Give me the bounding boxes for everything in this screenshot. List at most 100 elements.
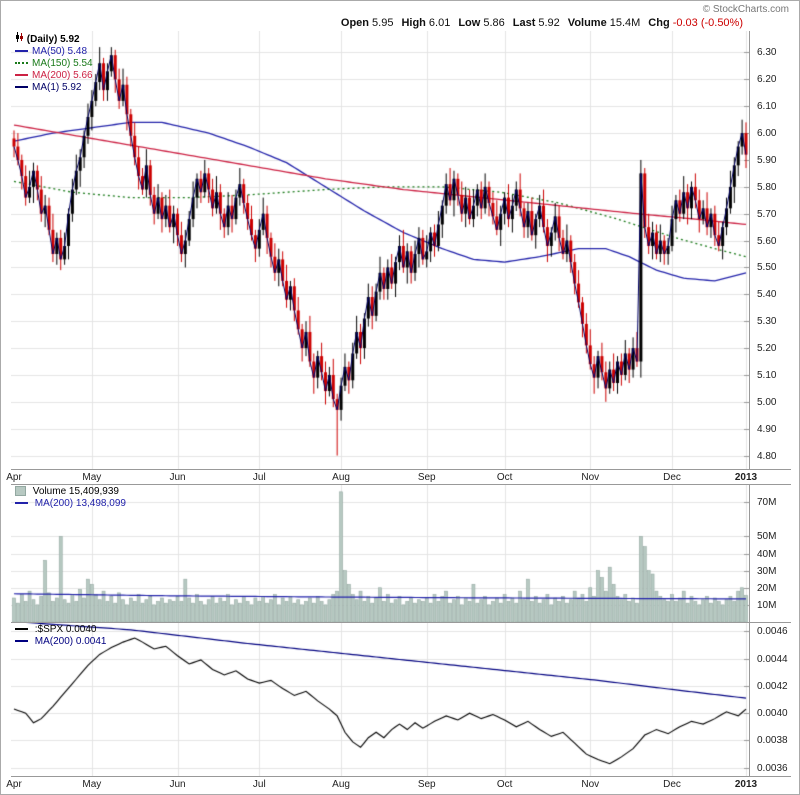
volume-legend: Volume 15,409,939 MA(200) 13,498,099	[15, 486, 126, 510]
y-axis-label: 10M	[757, 599, 777, 611]
ratio-ma-label: MA(200) 0.0041	[34, 636, 107, 647]
axis-divider	[749, 485, 750, 622]
x-axis-label: Sep	[417, 779, 436, 790]
y-axis-label: 5.20	[757, 343, 777, 355]
axis-divider	[749, 31, 750, 469]
y-axis-label: 4.90	[757, 423, 777, 435]
ratio-legend: :$SPX 0.0040 MA(200) 0.0041	[15, 624, 107, 648]
y-axis-label: 5.10	[757, 369, 777, 381]
y-axis-label: 5.40	[757, 289, 777, 301]
volume-title: Volume 15,409,939	[32, 486, 119, 497]
ratio-panel: 0.0046 0.0044 0.0042 0.0040 0.0038 0.0036 :$S…	[11, 623, 791, 776]
y-axis-label: 0.0042	[757, 680, 788, 692]
header-value: 6.01	[428, 17, 451, 29]
ma-legend-label: MA(50) 5.48	[32, 46, 88, 57]
header-label: Chg	[648, 17, 670, 29]
x-axis-label: 2013	[734, 779, 758, 790]
y-axis-label: 0.0046	[757, 626, 788, 638]
x-axis-label: Aug	[332, 472, 350, 483]
header-value: -0.03 (-0.50%)	[672, 17, 743, 29]
x-axis-label: Jun	[169, 472, 186, 483]
volume-title-row: Volume 15,409,939	[15, 486, 126, 498]
y-axis-label: 20M	[757, 582, 777, 594]
x-axis-bottom: Apr May Jun Jul Aug Sep Oct Nov Dec 2013	[6, 776, 791, 794]
x-axis-label: Oct	[496, 472, 513, 483]
y-axis-label: 6.20	[757, 74, 777, 86]
x-axis-label: Nov	[581, 779, 600, 790]
ticker-title-row: (Daily) 5.92	[15, 32, 93, 46]
x-axis-label: 2013	[734, 472, 758, 483]
volume-chart-canvas	[11, 485, 749, 622]
volume-ma-row: MA(200) 13,498,099	[15, 498, 126, 510]
volume-ma-label: MA(200) 13,498,099	[34, 498, 126, 509]
y-axis-label: 5.30	[757, 316, 777, 328]
y-axis-label: 6.10	[757, 101, 777, 113]
y-axis-label: 5.50	[757, 262, 777, 274]
ratio-chart-canvas	[11, 623, 749, 776]
header-label: Low	[458, 17, 481, 29]
volume-panel: 70M 50M 40M 30M 20M 10M Volume 15,409,939 MA(…	[11, 485, 791, 623]
ma-legend-entry: MA(150) 5.54	[15, 58, 93, 70]
y-axis-label: 40M	[757, 548, 777, 560]
x-axis-label: Apr	[6, 472, 22, 483]
x-axis-label: Oct	[496, 779, 513, 790]
y-axis-label: 5.70	[757, 208, 777, 220]
y-axis-label: 70M	[757, 497, 777, 509]
ratio-line-icon	[15, 628, 28, 631]
y-axis-label: 5.90	[757, 154, 777, 166]
x-axis-label: Jul	[252, 779, 266, 790]
ma-line-icon	[15, 62, 28, 65]
x-axis-label: Dec	[663, 472, 681, 483]
y-axis-label: 0.0040	[757, 708, 788, 720]
header-label: Open	[340, 17, 370, 29]
y-axis-label: 4.80	[757, 450, 777, 462]
price-chart-canvas	[11, 31, 749, 469]
x-axis-label: Jul	[252, 472, 266, 483]
y-axis-label: 0.0038	[757, 735, 788, 747]
header-info: Open 5.95 High 6.01 Low 5.86 Last 5.92 Volume 15.…	[333, 17, 743, 29]
volume-ma-line-icon	[15, 502, 28, 505]
y-axis-label: 0.0036	[757, 762, 788, 774]
x-axis-label: Aug	[332, 779, 350, 790]
ratio-title: :$SPX 0.0040	[34, 624, 97, 635]
ma-legend-entry: MA(50) 5.48	[15, 46, 93, 58]
ma-line-icon	[15, 86, 28, 89]
y-axis-label: 6.00	[757, 128, 777, 140]
ma-legend-entry: MA(200) 5.66	[15, 70, 93, 82]
y-axis-label: 5.60	[757, 235, 777, 247]
ma-legend-label: MA(150) 5.54	[32, 58, 93, 69]
header-label: Last	[512, 17, 536, 29]
ma-legend-entry: MA(1) 5.92	[15, 82, 93, 94]
ma-legend-label: MA(1) 5.92	[32, 82, 82, 93]
ratio-title-row: :$SPX 0.0040	[15, 624, 107, 636]
x-axis-label: Dec	[663, 779, 681, 790]
y-axis-label: 5.80	[757, 181, 777, 193]
ticker-title: (Daily) 5.92	[26, 34, 80, 45]
y-axis-label: 6.30	[757, 47, 777, 59]
x-axis-label: Sep	[417, 472, 436, 483]
y-axis-label: 50M	[757, 531, 777, 543]
ma-line-icon	[15, 50, 28, 53]
y-axis-label: 30M	[757, 565, 777, 577]
x-axis-label: Apr	[6, 779, 22, 790]
y-axis-label: 0.0044	[757, 653, 788, 665]
volume-bars-icon	[15, 486, 26, 497]
header-value: 5.92	[538, 17, 560, 29]
header-value: 5.86	[483, 17, 505, 29]
candlestick-icon	[15, 32, 24, 45]
ratio-ma-row: MA(200) 0.0041	[15, 636, 107, 648]
x-axis-label: May	[82, 472, 102, 483]
y-axis-label: 5.00	[757, 396, 777, 408]
ratio-ma-line-icon	[15, 640, 28, 643]
x-axis-label: Nov	[581, 472, 600, 483]
axis-divider	[749, 623, 750, 776]
x-axis-label: May	[82, 779, 102, 790]
header-value: 15.4M	[609, 17, 641, 29]
x-axis-top: Apr May Jun Jul Aug Sep Oct Nov Dec 2013	[6, 469, 791, 485]
header-label: Volume	[567, 17, 607, 29]
ma-line-icon	[15, 74, 28, 77]
price-panel: 6.30 6.20 6.10 6.00 5.90 5.80 5.70 5.60 5.50 5.40…	[11, 31, 791, 469]
x-axis-label: Jun	[169, 779, 186, 790]
ma-legend-label: MA(200) 5.66	[32, 70, 93, 81]
